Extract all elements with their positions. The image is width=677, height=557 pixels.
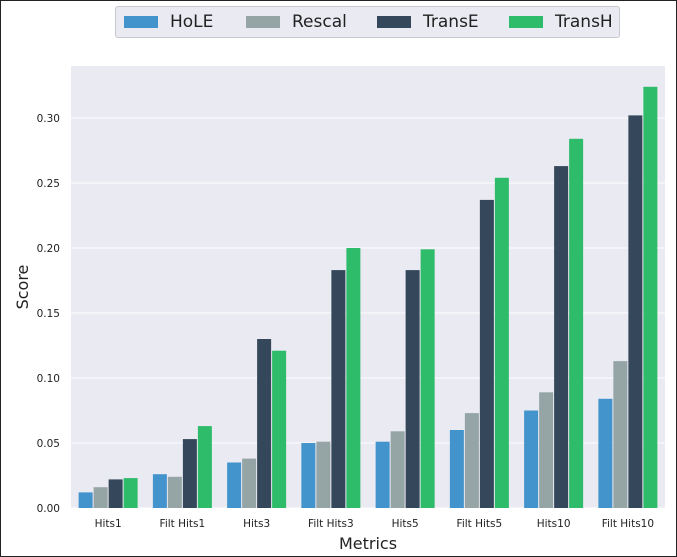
- bar-transh-hits10: [569, 138, 584, 509]
- bar-rescal-filt-hits1: [167, 476, 182, 508]
- bar-rescal-hits3: [242, 458, 257, 508]
- bar-hole-filt-hits3: [301, 443, 316, 508]
- bar-transe-filt-hits3: [331, 270, 346, 508]
- bar-transe-filt-hits1: [182, 439, 197, 508]
- bar-transe-hits1: [108, 479, 123, 508]
- y-tick-label: 0.15: [37, 308, 60, 320]
- legend-label: HoLE: [170, 12, 214, 32]
- bar-transe-hits3: [257, 339, 272, 508]
- legend-item-transe: TransE: [377, 7, 479, 37]
- bar-transe-filt-hits10: [628, 115, 643, 509]
- bar-hole-filt-hits1: [152, 474, 167, 508]
- bar-transh-hits5: [420, 249, 435, 509]
- x-tick-label: Hits5: [392, 518, 419, 530]
- bar-hole-hits3: [227, 462, 242, 508]
- bar-hole-filt-hits5: [449, 430, 464, 508]
- legend-item-rescal: Rescal: [246, 7, 347, 37]
- legend-swatch: [124, 16, 158, 28]
- bar-rescal-hits10: [539, 392, 554, 508]
- bar-rescal-filt-hits10: [613, 361, 628, 508]
- bar-transe-hits10: [554, 166, 569, 508]
- y-axis-ticks: 0.00 0.05 0.10 0.15 0.20 0.25 0.30: [37, 113, 60, 515]
- legend-label: TransE: [423, 12, 479, 32]
- y-tick-label: 0.05: [37, 438, 60, 450]
- bars: [78, 86, 658, 509]
- bar-transe-filt-hits5: [479, 199, 494, 508]
- x-tick-label: Filt Hits1: [160, 518, 206, 530]
- bar-transe-hits5: [405, 270, 420, 508]
- legend-label: TransH: [555, 12, 613, 32]
- bar-transh-filt-hits1: [197, 426, 212, 508]
- x-tick-label: Filt Hits3: [308, 518, 354, 530]
- x-axis-ticks: Hits1 Filt Hits1 Hits3 Filt Hits3 Hits5 Filt …: [95, 518, 654, 530]
- bar-transh-filt-hits5: [494, 177, 509, 509]
- bar-rescal-hits1: [93, 487, 108, 508]
- legend-item-hole: HoLE: [124, 7, 213, 37]
- y-tick-label: 0.10: [37, 373, 60, 385]
- legend-label: Rescal: [292, 12, 347, 32]
- y-tick-label: 0.30: [37, 113, 60, 125]
- bar-rescal-filt-hits3: [316, 441, 331, 508]
- legend-item-transh: TransH: [509, 7, 613, 37]
- x-axis-label: Metrics: [339, 534, 397, 553]
- bar-hole-hits5: [375, 441, 390, 508]
- bar-transh-hits3: [272, 350, 287, 508]
- y-tick-label: 0.00: [37, 503, 60, 515]
- y-tick-label: 0.25: [37, 178, 60, 190]
- bar-rescal-filt-hits5: [464, 413, 479, 508]
- bar-rescal-hits5: [390, 431, 405, 508]
- y-tick-label: 0.20: [37, 243, 60, 255]
- legend-swatch: [509, 16, 543, 28]
- bar-transh-hits1: [123, 478, 138, 508]
- x-tick-label: Hits10: [537, 518, 571, 530]
- bar-hole-filt-hits10: [598, 398, 613, 508]
- bar-hole-hits1: [78, 492, 93, 508]
- legend-swatch: [246, 16, 280, 28]
- bar-transh-filt-hits10: [643, 86, 658, 509]
- x-tick-label: Filt Hits10: [602, 518, 654, 530]
- legend: HoLE Rescal TransE TransH: [115, 6, 620, 38]
- x-tick-label: Filt Hits5: [457, 518, 503, 530]
- x-tick-label: Hits3: [243, 518, 270, 530]
- legend-swatch: [377, 16, 411, 28]
- y-axis-label: Score: [13, 265, 32, 310]
- x-tick-label: Hits1: [95, 518, 122, 530]
- bar-transh-filt-hits3: [346, 248, 361, 508]
- bar-hole-hits10: [524, 410, 539, 508]
